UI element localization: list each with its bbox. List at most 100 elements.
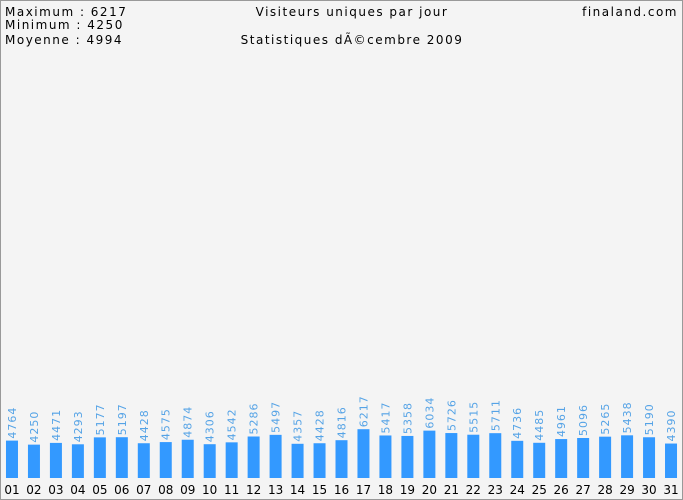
bar — [533, 442, 546, 478]
value-label: 5417 — [379, 401, 392, 433]
value-label: 4306 — [204, 410, 217, 442]
x-tick-label: 23 — [488, 483, 503, 497]
bar — [159, 442, 172, 478]
x-tick-label: 04 — [70, 483, 85, 497]
x-tick-label: 10 — [202, 483, 217, 497]
value-label: 4764 — [6, 407, 19, 439]
x-tick-label: 28 — [597, 483, 612, 497]
bar — [489, 433, 502, 478]
value-label: 5190 — [643, 403, 656, 435]
bar — [137, 443, 150, 478]
value-label: 4250 — [28, 411, 41, 443]
x-tick-label: 25 — [532, 483, 547, 497]
value-label: 5711 — [489, 399, 502, 431]
x-tick-label: 17 — [356, 483, 371, 497]
bar — [467, 434, 480, 478]
value-label: 5515 — [467, 401, 480, 433]
bar — [71, 444, 84, 478]
bar — [555, 439, 568, 478]
x-tick-label: 11 — [224, 483, 239, 497]
value-label: 4293 — [72, 410, 85, 442]
value-label: 4485 — [533, 409, 546, 441]
value-label: 4357 — [292, 410, 305, 442]
value-label: 5265 — [599, 403, 612, 435]
bar — [445, 433, 458, 478]
bar — [203, 444, 216, 478]
x-tick-label: 22 — [466, 483, 481, 497]
bar — [5, 440, 18, 478]
bar — [49, 442, 62, 478]
x-tick-label: 26 — [554, 483, 569, 497]
value-label: 4961 — [555, 405, 568, 437]
x-tick-label: 12 — [246, 483, 261, 497]
x-tick-label: 14 — [290, 483, 305, 497]
value-label: 5497 — [270, 401, 283, 433]
x-tick-label: 31 — [663, 483, 678, 497]
x-tick-label: 15 — [312, 483, 327, 497]
bar — [335, 440, 348, 478]
bar — [115, 437, 128, 478]
x-tick-label: 01 — [4, 483, 19, 497]
bar — [665, 443, 678, 478]
value-label: 5096 — [577, 404, 590, 436]
value-label: 6034 — [423, 397, 436, 429]
x-tick-label: 03 — [48, 483, 63, 497]
x-tick-label: 16 — [334, 483, 349, 497]
bar — [599, 436, 612, 478]
bar — [247, 436, 260, 478]
bar — [401, 435, 414, 478]
chart-title: Visiteurs uniques par jour — [256, 5, 449, 19]
value-label: 5286 — [248, 403, 261, 435]
bar — [357, 429, 370, 478]
x-tick-label: 27 — [576, 483, 591, 497]
x-tick-label: 21 — [444, 483, 459, 497]
x-tick-label: 07 — [136, 483, 151, 497]
value-label: 4428 — [138, 409, 151, 441]
value-label: 5177 — [94, 403, 107, 435]
value-label: 4816 — [336, 406, 349, 438]
value-label: 4471 — [50, 409, 63, 441]
value-label: 4542 — [226, 408, 239, 440]
value-label: 4575 — [160, 408, 173, 440]
bar — [225, 442, 238, 478]
value-label: 4428 — [314, 409, 327, 441]
x-tick-label: 13 — [268, 483, 283, 497]
chart-subtitle: Statistiques dÃ©cembre 2009 — [241, 32, 464, 47]
value-label: 4390 — [665, 410, 678, 442]
x-tick-label: 09 — [180, 483, 195, 497]
bar — [93, 437, 106, 478]
bar — [511, 440, 524, 478]
x-tick-label: 06 — [114, 483, 129, 497]
value-label: 5358 — [401, 402, 414, 434]
x-tick-label: 19 — [400, 483, 415, 497]
stat-min: Minimum : 4250 — [5, 18, 124, 32]
bar — [291, 443, 304, 478]
bar — [27, 444, 40, 478]
stat-max: Maximum : 6217 — [5, 5, 127, 19]
x-tick-label: 29 — [619, 483, 634, 497]
value-label: 4874 — [182, 406, 195, 438]
stat-avg: Moyenne : 4994 — [5, 33, 123, 47]
x-tick-label: 24 — [510, 483, 525, 497]
x-tick-label: 20 — [422, 483, 437, 497]
bar — [269, 434, 282, 478]
value-label: 5438 — [621, 401, 634, 433]
x-tick-label: 30 — [641, 483, 656, 497]
bar — [643, 437, 656, 478]
site-name: finaland.com — [582, 5, 678, 19]
bar — [313, 443, 326, 478]
value-label: 5197 — [116, 403, 129, 435]
x-tick-label: 08 — [158, 483, 173, 497]
x-tick-label: 05 — [92, 483, 107, 497]
x-tick-label: 18 — [378, 483, 393, 497]
value-label: 5726 — [445, 399, 458, 431]
bar — [621, 435, 634, 478]
value-label: 6217 — [357, 395, 370, 427]
bar — [423, 430, 436, 478]
bar — [181, 439, 194, 478]
bar — [379, 435, 392, 478]
x-tick-label: 02 — [26, 483, 41, 497]
bar — [577, 437, 590, 478]
